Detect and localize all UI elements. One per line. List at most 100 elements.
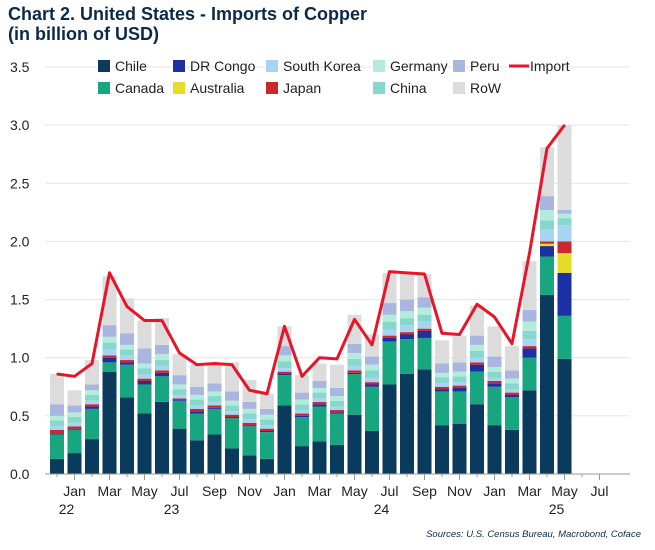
legend-label-dr-congo: DR Congo xyxy=(190,58,256,74)
bar-segment-chile xyxy=(277,405,292,474)
bar-segment-japan xyxy=(242,422,257,426)
bar-segment-south-korea xyxy=(295,410,309,414)
bar-segment-dr-congo xyxy=(155,372,169,377)
bar-segment-dr-congo xyxy=(172,399,187,401)
bar-segment-chile xyxy=(85,439,99,474)
bar-segment-peru xyxy=(207,383,222,392)
bar-segment-germany xyxy=(277,355,292,362)
bar-segment-china xyxy=(330,400,344,407)
bar-segment-china xyxy=(312,392,327,399)
import-point xyxy=(301,375,303,378)
bar-segment-row xyxy=(190,364,204,387)
import-point xyxy=(493,316,496,318)
bar-segment-chile xyxy=(330,444,344,474)
legend-label-chile: Chile xyxy=(115,58,147,74)
import-point xyxy=(213,362,216,365)
bar-segment-japan xyxy=(190,408,204,412)
bar-segment-peru xyxy=(225,391,239,401)
bar-segment-japan xyxy=(312,401,327,405)
bar-segment-china xyxy=(137,368,152,374)
bar-segment-japan xyxy=(260,428,274,431)
bar-segment-chile xyxy=(155,401,169,474)
bar-segment-japan xyxy=(382,335,397,338)
bar-segment-canada xyxy=(522,357,537,391)
bar-segment-row xyxy=(120,298,134,334)
bar-segment-dr-congo xyxy=(435,389,449,392)
bar-segment-china xyxy=(470,350,484,358)
bar-segment-germany xyxy=(400,311,414,319)
bar-segment-peru xyxy=(312,380,327,388)
bar-segment-germany xyxy=(190,394,204,400)
bar-segment-chile xyxy=(242,455,257,474)
x-tick-label: May xyxy=(131,483,157,499)
bar-segment-dr-congo xyxy=(557,272,572,316)
bar-segment-japan xyxy=(295,413,309,416)
bar-segment-south-korea xyxy=(522,339,537,347)
x-tick-label: Nov xyxy=(447,483,472,499)
bar-segment-china xyxy=(155,360,169,366)
bar-segment-peru xyxy=(295,392,309,400)
import-point xyxy=(458,333,461,336)
bar-segment-dr-congo xyxy=(470,364,484,372)
bar-segment-peru xyxy=(190,386,204,395)
bar-segment-canada xyxy=(260,432,274,459)
bar-segment-germany xyxy=(417,307,432,315)
bar-segment-china xyxy=(225,405,239,412)
bar-segment-japan xyxy=(417,328,432,331)
legend-swatch-south-korea xyxy=(266,60,278,72)
bar-segment-south-korea xyxy=(557,225,572,242)
import-point xyxy=(388,270,391,273)
bar-segment-germany xyxy=(382,314,397,322)
x-tick-label: Jan xyxy=(273,483,296,499)
import-point xyxy=(143,319,146,322)
bar-segment-china xyxy=(172,389,187,395)
bar-segment-germany xyxy=(505,378,519,384)
bar-segment-peru xyxy=(522,310,537,322)
bar-segment-japan xyxy=(347,370,362,373)
import-point xyxy=(546,147,548,150)
bar-segment-canada xyxy=(470,371,484,405)
bar-segment-japan xyxy=(522,346,537,349)
bar-segment-chile xyxy=(50,458,64,474)
bar-segment-canada xyxy=(487,386,502,426)
import-point xyxy=(511,342,513,345)
bar-segment-dr-congo xyxy=(417,330,432,338)
bar-segment-peru xyxy=(470,335,484,345)
bar-segment-south-korea xyxy=(277,368,292,372)
import-point xyxy=(353,318,356,321)
y-tick-label: 1.5 xyxy=(10,292,30,308)
bar-segment-south-korea xyxy=(435,383,449,387)
y-tick-label: 2.0 xyxy=(10,233,30,249)
bar-segment-row xyxy=(67,390,82,406)
legend-label-china: China xyxy=(390,80,427,96)
bar-segment-peru xyxy=(487,356,502,368)
bar-segment-germany xyxy=(120,344,134,350)
bar-segment-japan xyxy=(330,410,344,413)
x-year-label: 23 xyxy=(164,501,180,517)
bar-segment-germany xyxy=(50,415,64,421)
import-point xyxy=(91,362,93,365)
bar-segment-dr-congo xyxy=(540,246,554,257)
bar-segment-china xyxy=(102,342,117,350)
bar-segment-chile xyxy=(207,434,222,474)
bar-segment-japan xyxy=(155,370,169,373)
bar-segment-peru xyxy=(400,299,414,312)
import-point xyxy=(406,272,408,274)
bar-segment-japan xyxy=(400,332,414,335)
bar-segment-japan xyxy=(470,362,484,365)
bar-segment-peru xyxy=(155,344,169,355)
bar-segment-chile xyxy=(540,294,554,474)
bar-segment-peru xyxy=(102,325,117,337)
bar-segment-south-korea xyxy=(172,394,187,399)
bar-segment-china xyxy=(242,413,257,420)
bar-segment-canada xyxy=(435,391,449,426)
bar-segment-canada xyxy=(540,256,554,295)
bar-segment-peru xyxy=(120,333,134,345)
import-point xyxy=(161,319,163,322)
bar-segment-germany xyxy=(295,399,309,405)
bar-segment-china xyxy=(190,399,204,406)
bar-segment-china xyxy=(67,417,82,423)
bar-segment-canada xyxy=(50,434,64,459)
bar-segment-dr-congo xyxy=(277,373,292,376)
bar-segment-south-korea xyxy=(330,406,344,411)
